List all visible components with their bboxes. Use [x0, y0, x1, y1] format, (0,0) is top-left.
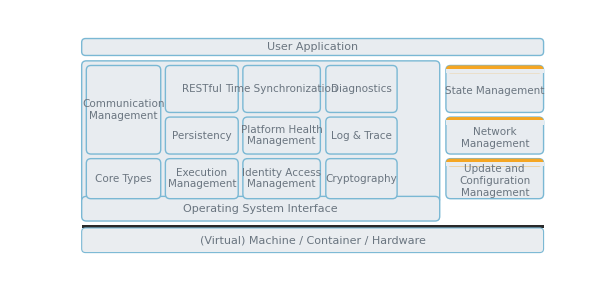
FancyBboxPatch shape	[326, 159, 397, 199]
FancyBboxPatch shape	[165, 159, 239, 199]
FancyBboxPatch shape	[446, 159, 544, 166]
Text: Update and
Configuration
Management: Update and Configuration Management	[459, 164, 530, 198]
FancyBboxPatch shape	[165, 117, 239, 154]
FancyBboxPatch shape	[446, 117, 544, 125]
Text: Identity Access
Management: Identity Access Management	[242, 168, 321, 190]
FancyBboxPatch shape	[243, 66, 320, 112]
Bar	[446, 162, 544, 166]
Text: User Application: User Application	[267, 42, 358, 52]
FancyBboxPatch shape	[82, 197, 440, 221]
FancyBboxPatch shape	[82, 38, 544, 55]
Text: Operating System Interface: Operating System Interface	[184, 204, 338, 214]
FancyBboxPatch shape	[243, 159, 320, 199]
Bar	[446, 68, 544, 73]
FancyBboxPatch shape	[326, 117, 397, 154]
Text: Platform Health
Management: Platform Health Management	[241, 125, 323, 146]
FancyBboxPatch shape	[243, 117, 320, 154]
Text: Persistency: Persistency	[172, 131, 232, 140]
Text: Cryptography: Cryptography	[326, 174, 397, 184]
FancyBboxPatch shape	[87, 159, 160, 199]
FancyBboxPatch shape	[446, 66, 544, 73]
Text: Time Synchronization: Time Synchronization	[225, 84, 338, 94]
FancyBboxPatch shape	[87, 66, 160, 154]
FancyBboxPatch shape	[326, 66, 397, 112]
FancyBboxPatch shape	[165, 66, 239, 112]
Text: State Management: State Management	[445, 86, 545, 96]
Text: Log & Trace: Log & Trace	[331, 131, 392, 140]
FancyBboxPatch shape	[446, 159, 544, 199]
Text: Communication
Management: Communication Management	[82, 99, 165, 121]
Text: Diagnostics: Diagnostics	[331, 84, 392, 94]
Text: Execution
Management: Execution Management	[168, 168, 236, 190]
Bar	[82, 225, 544, 228]
Text: (Virtual) Machine / Container / Hardware: (Virtual) Machine / Container / Hardware	[199, 235, 426, 245]
FancyBboxPatch shape	[446, 117, 544, 154]
Text: Core Types: Core Types	[95, 174, 152, 184]
Text: Network
Management: Network Management	[461, 127, 529, 149]
Bar	[446, 120, 544, 125]
FancyBboxPatch shape	[82, 228, 544, 253]
FancyBboxPatch shape	[446, 66, 544, 112]
Text: RESTful: RESTful	[182, 84, 222, 94]
FancyBboxPatch shape	[82, 61, 440, 203]
